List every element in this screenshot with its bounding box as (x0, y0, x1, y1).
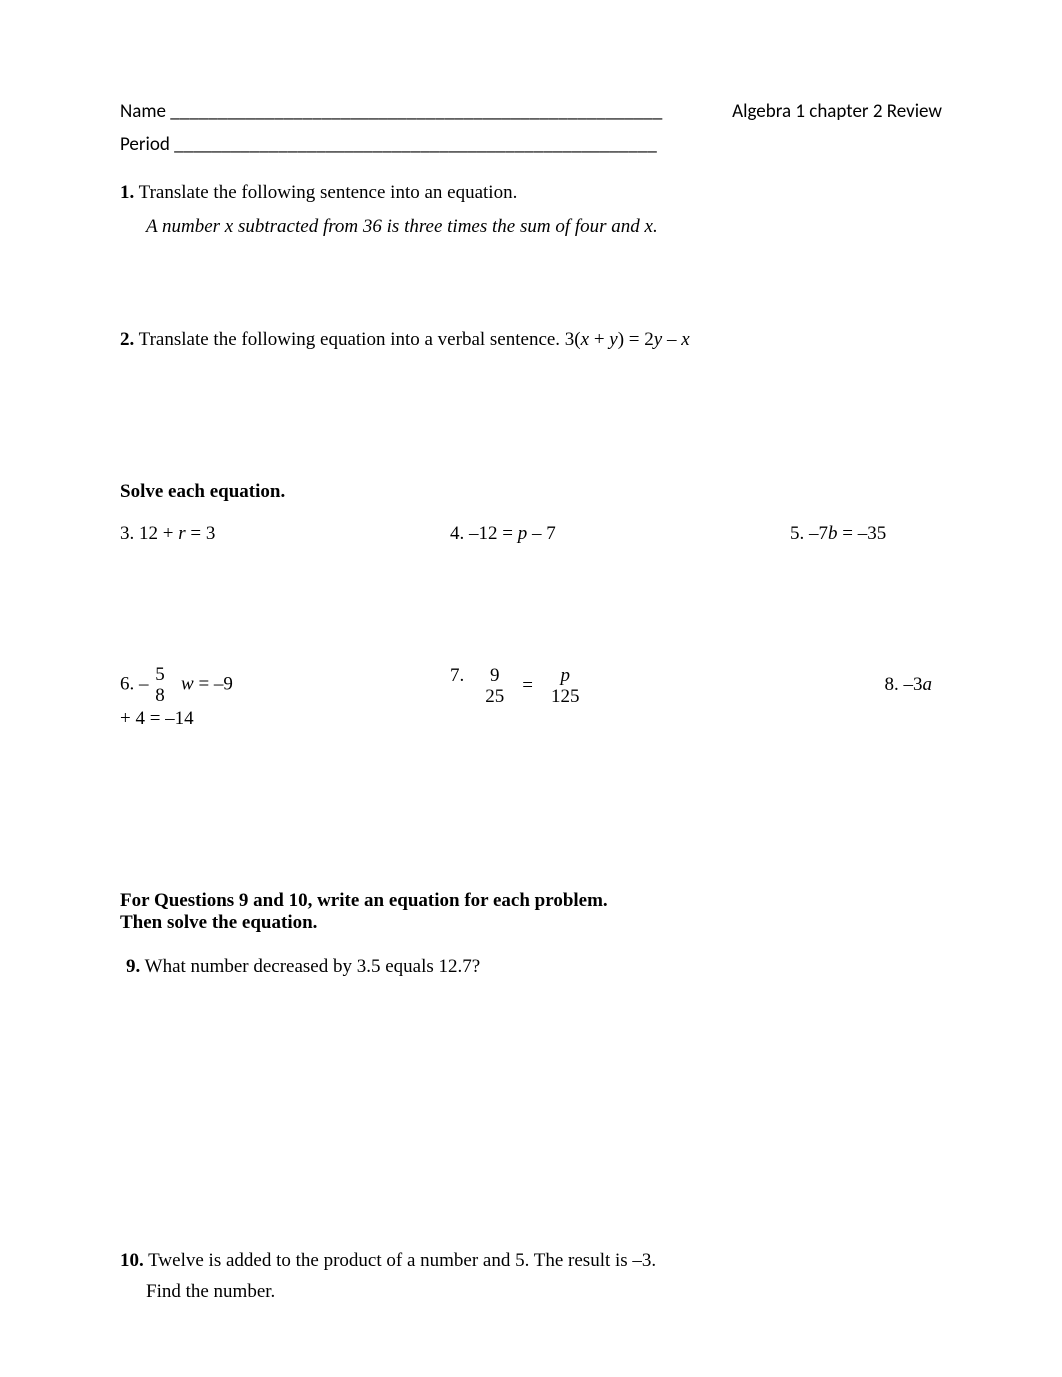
section-910-l1: For Questions 9 and 10, write an equatio… (120, 890, 942, 912)
q2-text-d: – (662, 329, 681, 350)
q6-mid: = –9 (194, 674, 233, 695)
section-910-l2: Then solve the equation. (120, 912, 942, 934)
q9-text: What number decreased by 3.5 equals 12.7… (140, 956, 480, 977)
q4-var: p (518, 523, 528, 544)
q6-frac-bot: 8 (153, 685, 167, 705)
name-field-line[interactable]: Name ___________________________________… (120, 100, 662, 123)
q7-number: 7. (450, 665, 464, 686)
period-row: Period _________________________________… (120, 133, 942, 156)
q10-sub: Find the number. (146, 1281, 942, 1303)
q3: 3. 12 + r = 3 (120, 523, 450, 545)
q2-y1: y (609, 329, 617, 350)
q4-b: – 7 (527, 523, 556, 544)
q5-number: 5. (790, 523, 804, 544)
q10: 10. Twelve is added to the product of a … (120, 1248, 942, 1274)
q2-text-c: ) = 2 (618, 329, 654, 350)
q7-right-top: p (558, 666, 572, 686)
q7-right-bot: 125 (549, 686, 582, 706)
q7-left-frac: 9 25 (483, 666, 506, 706)
doc-title: Algebra 1 chapter 2 Review (732, 100, 942, 123)
q7-eq: = (522, 675, 533, 697)
q6-line2: + 4 = –14 (120, 708, 942, 730)
q2-text-a: Translate the following equation into a … (134, 329, 580, 350)
q4: 4. –12 = p – 7 (450, 523, 790, 545)
q1: 1. Translate the following sentence into… (120, 180, 942, 206)
q4-a: –12 = (464, 523, 517, 544)
q3-b: = 3 (186, 523, 216, 544)
q5-var: b (828, 523, 838, 544)
row-q3-q5: 3. 12 + r = 3 4. –12 = p – 7 5. –7b = –3… (120, 523, 942, 545)
q1-number: 1. (120, 182, 134, 203)
q1-sub: A number x subtracted from 36 is three t… (146, 214, 942, 240)
q7-left-bot: 25 (483, 686, 506, 706)
q6-frac-top: 5 (153, 665, 167, 685)
q6-frac: 5 8 (153, 665, 167, 705)
q8: 8. –3a (790, 674, 942, 696)
q6-pre: – (134, 674, 153, 695)
q2: 2. Translate the following equation into… (120, 327, 942, 353)
section-solve: Solve each equation. (120, 481, 942, 503)
q7: 7. 9 25 = p 125 (450, 665, 790, 706)
q10-number: 10. (120, 1250, 144, 1271)
header-row: Name ___________________________________… (120, 100, 942, 123)
q6: 6. – 5 8 w = –9 (120, 665, 450, 705)
q7-right-frac: p 125 (549, 666, 582, 706)
q5-b: = –35 (838, 523, 887, 544)
q4-number: 4. (450, 523, 464, 544)
q10-text: Twelve is added to the product of a numb… (144, 1250, 656, 1271)
q3-var: r (178, 523, 185, 544)
q8-number: 8. (885, 674, 899, 695)
q6-var: w (181, 674, 194, 695)
q1-text: Translate the following sentence into an… (134, 182, 517, 203)
q2-number: 2. (120, 329, 134, 350)
q2-x2: x (681, 329, 689, 350)
q2-x1: x (581, 329, 589, 350)
q3-number: 3. (120, 523, 134, 544)
q2-y2: y (654, 329, 662, 350)
q8-text: –3 (899, 674, 923, 695)
q2-text-b: + (589, 329, 609, 350)
row-q6-q8: 6. – 5 8 w = –9 7. 9 25 = p 125 8. –3a (120, 665, 942, 706)
q7-expr: 9 25 = p 125 (483, 666, 581, 706)
q8-var: a (923, 674, 933, 695)
q6-number: 6. (120, 674, 134, 695)
q3-a: 12 + (134, 523, 178, 544)
period-field-line[interactable]: Period _________________________________… (120, 133, 657, 156)
q9-number: 9. (126, 956, 140, 977)
q9: 9. What number decreased by 3.5 equals 1… (126, 954, 942, 980)
q5-a: –7 (804, 523, 828, 544)
q7-left-top: 9 (488, 666, 502, 686)
q5: 5. –7b = –35 (790, 523, 942, 545)
